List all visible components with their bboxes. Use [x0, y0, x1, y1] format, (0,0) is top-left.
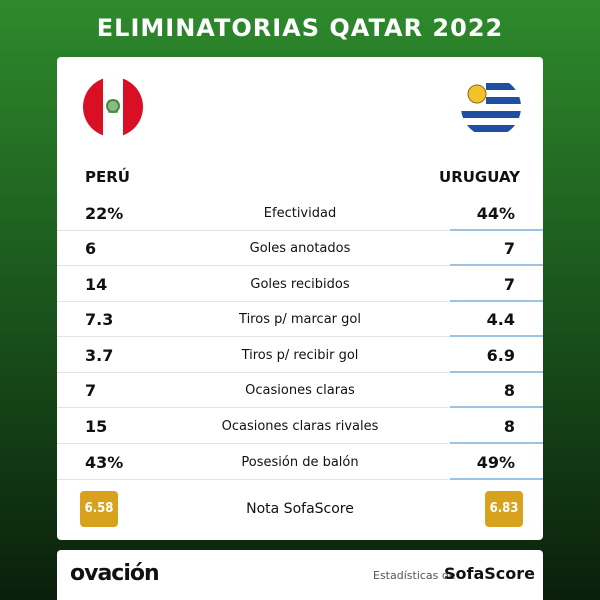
peru-flag [83, 77, 143, 137]
row-divider [57, 479, 543, 480]
rating-label: Nota SofaScore [246, 501, 354, 517]
right-value: 7 [503, 275, 515, 294]
stat-row: 7 Ocasiones claras 8 [57, 373, 543, 408]
team-right: URUGUAY [439, 168, 520, 186]
left-value: 15 [85, 417, 108, 436]
row-divider-accent [450, 335, 543, 337]
row-divider-accent [450, 442, 543, 444]
right-value: 8 [503, 381, 515, 400]
footer: ovación Estadísticas de SofaScore [57, 550, 543, 600]
stat-label: Efectividad [263, 206, 337, 221]
row-divider [57, 336, 543, 337]
row-divider [57, 372, 543, 373]
credit-brand: SofaScore [444, 564, 536, 583]
title: ELIMINATORIAS QATAR 2022 [96, 14, 504, 42]
row-divider [57, 407, 543, 408]
credit-prefix: Estadísticas de [373, 569, 456, 582]
team-left: PERÚ [85, 168, 130, 186]
right-value: 8 [503, 417, 515, 436]
stat-row: 22% Efectividad 44% [57, 196, 543, 231]
row-divider [57, 230, 543, 231]
stat-label: Goles recibidos [250, 277, 350, 292]
left-value: 3.7 [85, 346, 114, 365]
row-divider [57, 265, 543, 266]
stat-row: 6 Goles anotados 7 [57, 231, 543, 266]
row-divider-accent [450, 229, 543, 231]
row-divider [57, 301, 543, 302]
stats-card [57, 57, 543, 540]
row-divider-accent [450, 371, 543, 373]
stat-row: 7.3 Tiros p/ marcar gol 4.4 [57, 302, 543, 337]
right-value: 49% [476, 453, 515, 472]
stat-label: Ocasiones claras [245, 383, 355, 398]
stat-label: Tiros p/ recibir gol [241, 348, 359, 363]
right-value: 6.9 [486, 346, 515, 365]
stat-label: Goles anotados [249, 241, 351, 256]
row-divider-accent [450, 406, 543, 408]
uruguay-flag [461, 77, 521, 137]
stat-label: Tiros p/ marcar gol [239, 312, 361, 327]
rating-right: 6.83 [485, 491, 523, 527]
left-value: 14 [85, 275, 108, 294]
stat-row: 15 Ocasiones claras rivales 8 [57, 409, 543, 444]
right-value: 7 [503, 239, 515, 258]
left-value: 6 [85, 239, 97, 258]
stat-row: 14 Goles recibidos 7 [57, 267, 543, 302]
left-value: 7.3 [85, 310, 114, 329]
brand: ovación [70, 561, 160, 586]
stat-label: Ocasiones claras rivales [221, 419, 379, 434]
stat-row: 3.7 Tiros p/ recibir gol 6.9 [57, 338, 543, 373]
right-value: 4.4 [486, 310, 515, 329]
row-divider-accent [450, 300, 543, 302]
left-value: 22% [85, 204, 124, 223]
stat-label: Posesión de balón [241, 455, 359, 470]
rating-left: 6.58 [80, 491, 118, 527]
row-divider [57, 443, 543, 444]
left-value: 43% [85, 453, 124, 472]
right-value: 44% [476, 204, 515, 223]
row-divider-accent [450, 478, 543, 480]
row-divider-accent [450, 264, 543, 266]
left-value: 7 [85, 381, 97, 400]
stat-row: 43% Posesión de balón 49% [57, 445, 543, 480]
